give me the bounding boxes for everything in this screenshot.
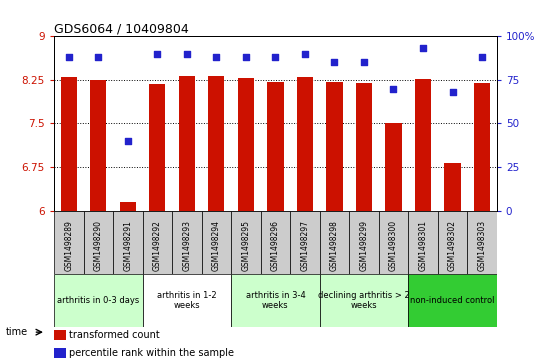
Point	[418, 46, 427, 52]
Bar	[438, 211, 467, 274]
Text: GSM1498297: GSM1498297	[300, 220, 309, 271]
Bar	[379, 211, 408, 274]
Bar	[408, 211, 438, 274]
Text: GDS6064 / 10409804: GDS6064 / 10409804	[54, 22, 189, 35]
Text: arthritis in 1-2
weeks: arthritis in 1-2 weeks	[157, 291, 217, 310]
Text: GSM1498300: GSM1498300	[389, 220, 398, 271]
Point	[241, 54, 250, 60]
Bar	[54, 274, 143, 327]
Text: GSM1498303: GSM1498303	[477, 220, 487, 271]
Bar	[320, 274, 408, 327]
Bar	[386, 123, 402, 211]
Bar	[474, 83, 490, 211]
Bar	[84, 211, 113, 274]
Text: percentile rank within the sample: percentile rank within the sample	[69, 348, 234, 358]
Bar	[179, 76, 195, 211]
Bar	[349, 211, 379, 274]
Text: non-induced control: non-induced control	[410, 296, 495, 305]
Point	[124, 138, 132, 144]
Bar	[467, 211, 497, 274]
Bar	[356, 83, 372, 211]
Bar	[143, 211, 172, 274]
Text: GSM1498298: GSM1498298	[330, 220, 339, 271]
Point	[153, 51, 161, 57]
Point	[271, 54, 280, 60]
Text: GSM1498291: GSM1498291	[123, 220, 132, 271]
Bar	[320, 211, 349, 274]
Bar	[444, 163, 461, 211]
Bar	[290, 211, 320, 274]
Bar	[326, 82, 342, 211]
Text: GSM1498290: GSM1498290	[94, 220, 103, 271]
Bar	[90, 80, 106, 211]
Bar	[231, 211, 261, 274]
Bar	[60, 77, 77, 211]
Point	[64, 54, 73, 60]
Text: GSM1498295: GSM1498295	[241, 220, 251, 271]
Text: GSM1498299: GSM1498299	[360, 220, 368, 271]
Bar	[120, 202, 136, 211]
Point	[301, 51, 309, 57]
Point	[183, 51, 191, 57]
Bar	[172, 211, 201, 274]
Bar	[297, 77, 313, 211]
Bar	[231, 274, 320, 327]
Point	[94, 54, 103, 60]
Bar	[267, 82, 284, 211]
Bar	[113, 211, 143, 274]
Point	[212, 54, 221, 60]
Bar	[238, 78, 254, 211]
Text: declining arthritis > 2
weeks: declining arthritis > 2 weeks	[318, 291, 410, 310]
Bar	[54, 330, 66, 340]
Bar	[54, 211, 84, 274]
Text: time: time	[5, 327, 28, 337]
Bar	[54, 348, 66, 358]
Bar	[143, 274, 231, 327]
Bar	[201, 211, 231, 274]
Text: GSM1498296: GSM1498296	[271, 220, 280, 271]
Bar	[408, 274, 497, 327]
Text: GSM1498289: GSM1498289	[64, 220, 73, 271]
Text: arthritis in 3-4
weeks: arthritis in 3-4 weeks	[246, 291, 305, 310]
Text: GSM1498292: GSM1498292	[153, 220, 162, 271]
Point	[330, 60, 339, 65]
Text: transformed count: transformed count	[69, 330, 160, 340]
Text: GSM1498301: GSM1498301	[418, 220, 428, 271]
Text: GSM1498294: GSM1498294	[212, 220, 221, 271]
Point	[448, 89, 457, 95]
Bar	[415, 79, 431, 211]
Bar	[208, 76, 225, 211]
Point	[389, 86, 398, 91]
Text: arthritis in 0-3 days: arthritis in 0-3 days	[57, 296, 139, 305]
Point	[360, 60, 368, 65]
Text: GSM1498293: GSM1498293	[183, 220, 191, 271]
Text: GSM1498302: GSM1498302	[448, 220, 457, 271]
Bar	[149, 84, 165, 211]
Bar	[261, 211, 290, 274]
Point	[478, 54, 487, 60]
